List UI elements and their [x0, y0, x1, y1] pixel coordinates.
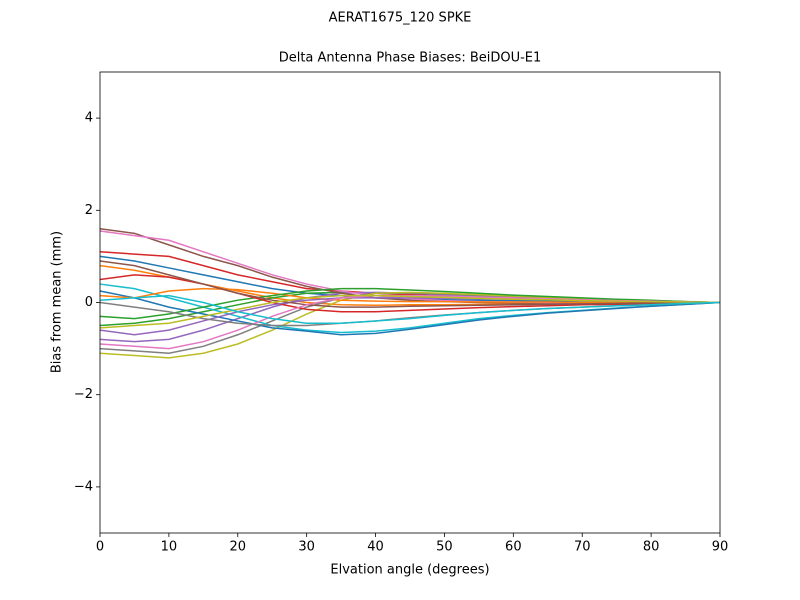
x-tick-label: 80 — [643, 540, 660, 555]
y-tick-label: 2 — [85, 203, 93, 218]
series-line — [99, 287, 720, 304]
series-line — [99, 294, 721, 329]
x-tick-label: 90 — [712, 540, 729, 555]
x-tick-label: 50 — [436, 540, 453, 555]
x-tick-label: 40 — [367, 540, 384, 555]
x-tick-label: 20 — [230, 540, 247, 555]
series-line — [99, 260, 720, 308]
x-tick-label: 0 — [96, 540, 104, 555]
y-tick-label: −2 — [74, 387, 93, 402]
x-tick-label: 10 — [161, 540, 178, 555]
y-axis-label: Bias from mean (mm) — [50, 231, 65, 373]
suptitle: AERAT1675_120 SPKE — [329, 11, 472, 26]
series-line — [99, 294, 721, 324]
series-line — [99, 287, 721, 320]
series-line — [99, 290, 721, 336]
plot-area — [99, 227, 721, 359]
y-tick-label: −4 — [74, 479, 93, 494]
x-tick-label: 70 — [574, 540, 591, 555]
x-tick-label: 60 — [505, 540, 522, 555]
x-tick-label: 30 — [298, 540, 315, 555]
chart-title: Delta Antenna Phase Biases: BeiDOU-E1 — [279, 51, 542, 66]
x-axis-label: Elvation angle (degrees) — [330, 563, 489, 578]
y-tick-label: 0 — [85, 295, 93, 310]
y-tick-label: 4 — [85, 111, 93, 126]
